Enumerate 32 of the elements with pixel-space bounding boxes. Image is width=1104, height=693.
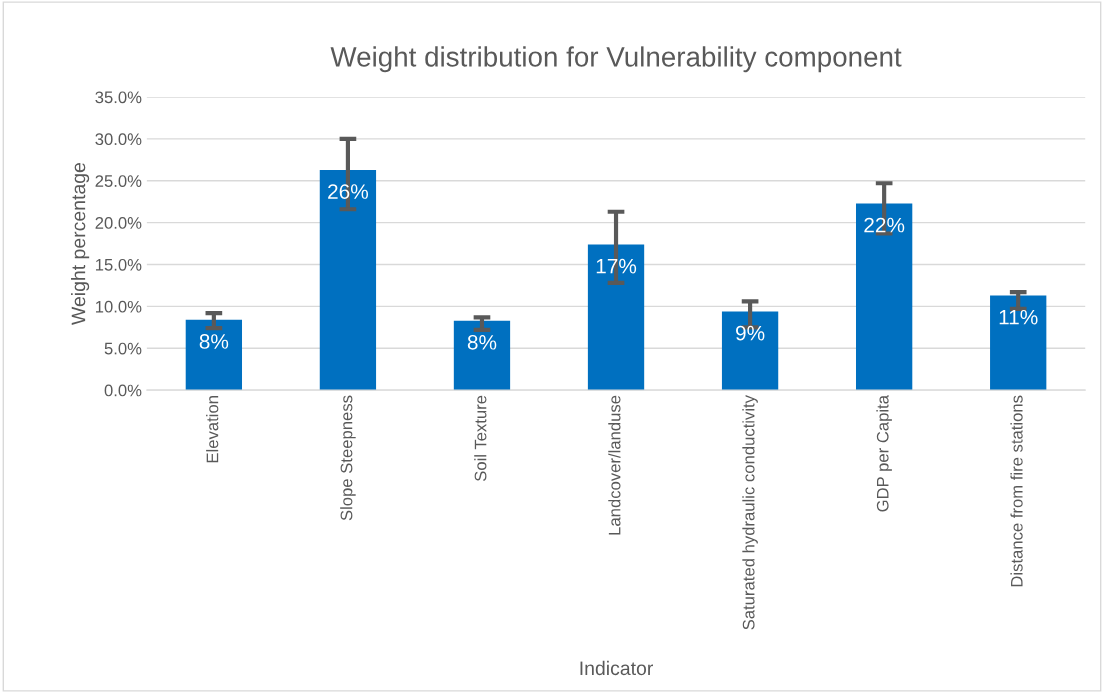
y-tick-label: 15.0% <box>95 258 142 271</box>
y-tick-label: 20.0% <box>95 217 142 229</box>
data-label: 9% <box>736 325 765 341</box>
data-label: 8% <box>199 334 229 349</box>
data-label: 8% <box>467 334 497 350</box>
y-axis-title: Weight percentage <box>71 163 90 325</box>
data-label: 26% <box>328 184 369 199</box>
y-tick-label: 0.0% <box>104 384 142 397</box>
chart-title: Weight distribution for Vulnerability component <box>330 46 902 73</box>
data-label: 22% <box>864 217 905 233</box>
y-tick-label: 35.0% <box>95 91 142 104</box>
x-tick-label: Slope Steepness <box>340 395 356 521</box>
bar <box>855 203 913 391</box>
data-label: 11% <box>999 309 1038 325</box>
bar <box>453 320 511 391</box>
x-tick-label: Landcover/landuse <box>608 395 621 535</box>
y-tick-label: 5.0% <box>104 342 142 355</box>
bar <box>990 295 1047 391</box>
y-tick-label: 25.0% <box>95 175 142 187</box>
x-tick-label: GDP per Capita <box>876 395 892 512</box>
bar <box>319 169 377 391</box>
bar <box>721 311 779 391</box>
x-tick-label: Saturated hydraulic conductivity <box>742 395 758 630</box>
bar <box>587 244 645 391</box>
x-tick-label: Elevation <box>206 396 219 463</box>
x-axis-title: Indicator <box>580 660 653 676</box>
y-tick-label: 10.0% <box>95 300 142 313</box>
data-label: 17% <box>596 258 637 274</box>
y-tick-label: 30.0% <box>95 133 142 146</box>
x-tick-label: Soil Texture <box>474 395 487 482</box>
bar <box>185 319 243 391</box>
x-tick-label: Distance from fire stations <box>1010 395 1023 587</box>
